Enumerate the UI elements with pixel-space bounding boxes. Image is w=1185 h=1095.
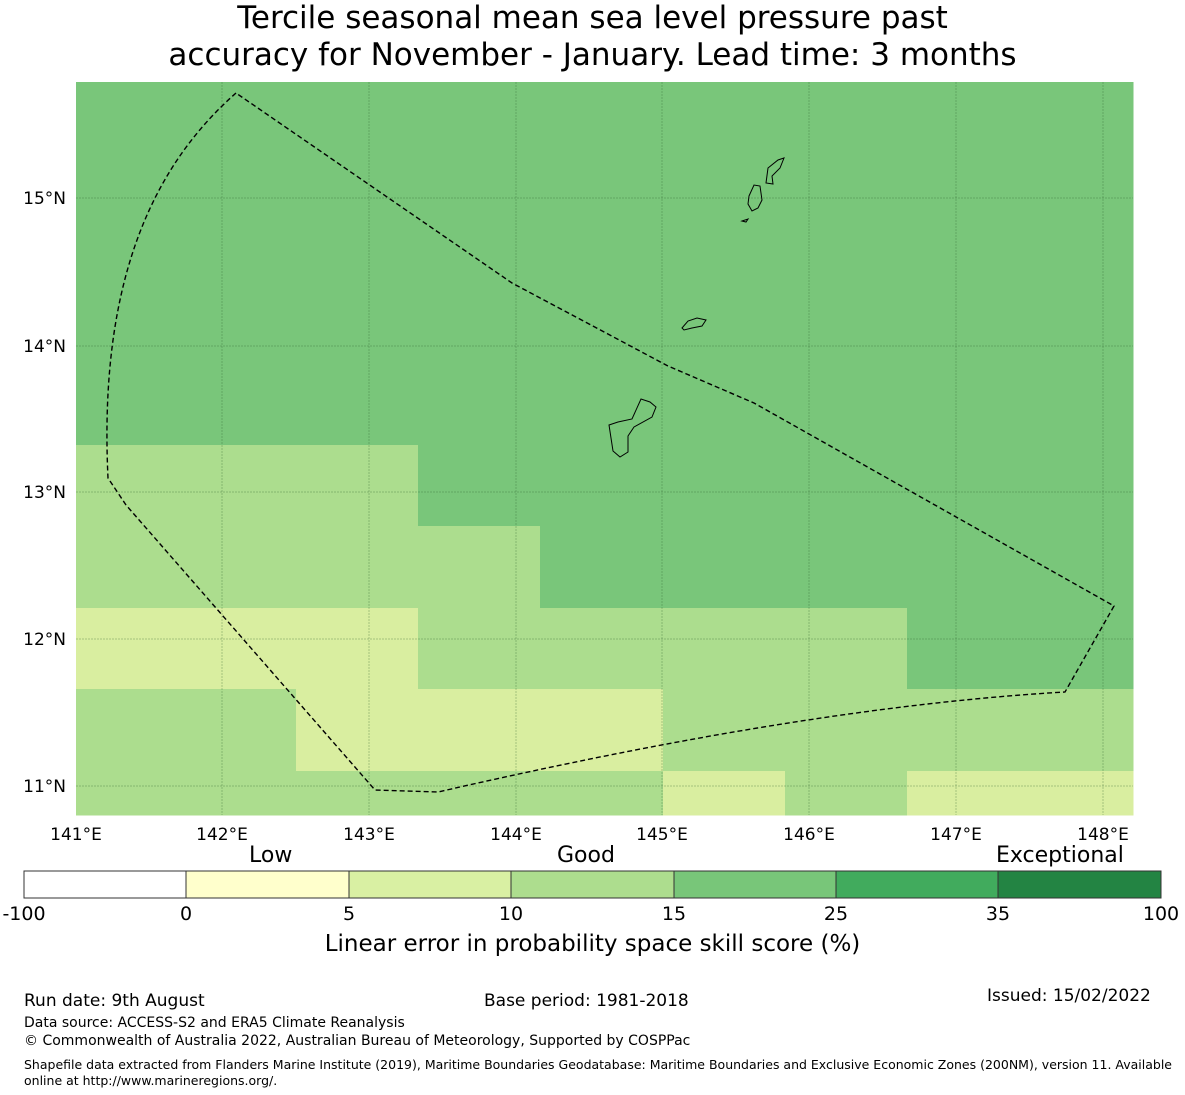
latitude-tick-label: 15°N [23, 189, 66, 209]
colorbar-tick-label: -100 [2, 903, 45, 925]
grid-cell [296, 82, 419, 446]
latitude-tick-label: 12°N [23, 630, 66, 650]
grid-cell [76, 526, 297, 609]
grid-cell [785, 771, 908, 816]
grid-cell [296, 526, 419, 609]
grid-cell [907, 445, 1134, 527]
grid-cell [785, 608, 908, 690]
grid-cell [540, 82, 664, 446]
grid-cell [418, 82, 541, 446]
colorbar-tick-label: 10 [499, 903, 523, 925]
run-date: Run date: 9th August [24, 991, 205, 1011]
grid-cell [296, 771, 419, 816]
colorbar-tick-label: 0 [180, 903, 192, 925]
title-line-2: accuracy for November - January. Lead ti… [168, 37, 1017, 73]
latitude-tick-label: 13°N [23, 483, 66, 503]
skill-score-grid [76, 82, 1134, 816]
colorbar-label: Linear error in probability space skill … [324, 931, 861, 957]
islands [608, 157, 785, 458]
eez-boundary [106, 92, 1115, 793]
island-saipan [765, 157, 785, 185]
grid-cell [785, 82, 908, 446]
grid-cell [907, 526, 1134, 609]
grid-cell [540, 608, 664, 690]
shapefile-credit: Shapefile data extracted from Flanders M… [24, 1057, 1172, 1088]
grid-cell [540, 445, 664, 527]
island-aguijan [740, 218, 750, 223]
colorbar-segment [510, 870, 675, 899]
longitude-tick-label: 143°E [343, 825, 395, 845]
longitude-tick-label: 146°E [783, 825, 835, 845]
grid-cell [418, 445, 541, 527]
island-tinian [747, 184, 763, 212]
grid-cell [663, 445, 786, 527]
grid-cell [418, 526, 541, 609]
data-source: Data source: ACCESS-S2 and ERA5 Climate … [24, 1015, 405, 1031]
grid-cell [76, 445, 297, 527]
issued-date: Issued: 15/02/2022 [987, 986, 1151, 1006]
grid-cell [663, 771, 786, 816]
grid-cell [663, 608, 786, 690]
category-low: Low [249, 843, 293, 868]
grid-cell [540, 689, 664, 772]
colorbar-segment [348, 870, 512, 899]
grid-cell [418, 608, 541, 690]
grid-cell [663, 689, 786, 772]
grid-cell [785, 445, 908, 527]
colorbar-tick-label: 5 [343, 903, 355, 925]
colorbar: -100 0 5 10 15 25 35 100 [2, 870, 1179, 925]
longitude-tick-label: 144°E [490, 825, 542, 845]
grid-cell [907, 608, 1134, 690]
grid-cell [540, 771, 664, 816]
colorbar-segment [23, 870, 187, 899]
latitude-tick-label: 14°N [23, 337, 66, 357]
longitude-tick-label: 145°E [636, 825, 688, 845]
grid-cell [907, 689, 1134, 772]
copyright: © Commonwealth of Australia 2022, Austra… [24, 1033, 691, 1049]
colorbar-tick-label: 100 [1143, 903, 1179, 925]
base-period: Base period: 1981-2018 [484, 991, 689, 1011]
grid-cell [663, 526, 786, 609]
graticule: 141°E 142°E 143°E 144°E 145°E 146°E 147°E 148°E… [23, 82, 1133, 845]
grid-cell [296, 689, 419, 772]
colorbar-segment [835, 870, 999, 899]
grid-cell [76, 82, 297, 446]
grid-cell [785, 689, 908, 772]
grid-cell [76, 608, 297, 690]
grid-cell [418, 771, 541, 816]
grid-cell [540, 526, 664, 609]
title-line-1: Tercile seasonal mean sea level pressure… [237, 0, 948, 36]
grid-cell [907, 82, 1134, 446]
latitude-tick-label: 11°N [23, 777, 66, 797]
grid-cell [907, 771, 1134, 816]
grid-cell [76, 689, 297, 772]
grid-cell [296, 608, 419, 690]
map-title: Tercile seasonal mean sea level pressure… [0, 0, 1185, 74]
colorbar-tick-label: 35 [986, 903, 1010, 925]
colorbar-segment [997, 870, 1162, 899]
island-rota [681, 317, 707, 331]
colorbar-tick-label: 15 [662, 903, 686, 925]
colorbar-tick-label: 25 [824, 903, 848, 925]
grid-cell [296, 445, 419, 527]
grid-cell [418, 689, 541, 772]
colorbar-segment [185, 870, 350, 899]
category-good: Good [557, 843, 615, 868]
longitude-tick-label: 147°E [930, 825, 982, 845]
colorbar-segment [673, 870, 837, 899]
longitude-tick-label: 148°E [1077, 825, 1129, 845]
grid-cell [663, 82, 786, 446]
category-exceptional: Exceptional [996, 843, 1124, 868]
grid-cell [785, 526, 908, 609]
grid-cell [76, 771, 297, 816]
island-guam [608, 398, 657, 458]
longitude-tick-label: 141°E [50, 825, 102, 845]
longitude-tick-label: 142°E [196, 825, 248, 845]
